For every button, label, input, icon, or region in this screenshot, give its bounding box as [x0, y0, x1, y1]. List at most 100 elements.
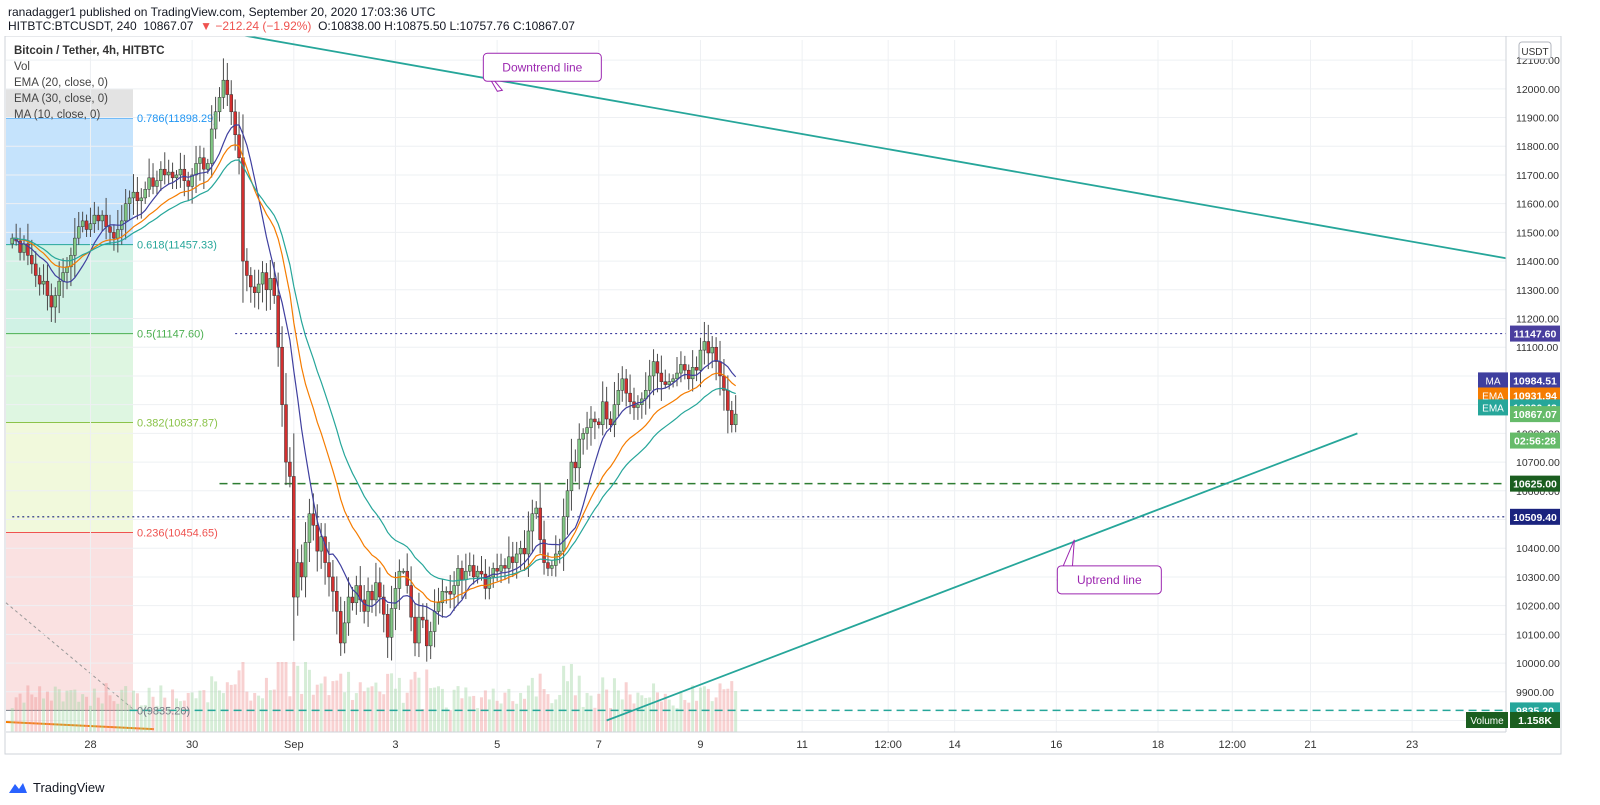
- volume-bar: [225, 682, 229, 732]
- footer-brand[interactable]: TradingView: [8, 780, 105, 795]
- candle-body-down: [378, 582, 382, 598]
- candle: [190, 168, 194, 204]
- candle-body-up: [569, 461, 574, 492]
- fibonacci-bands: [5, 88, 155, 731]
- candle-body-up: [550, 565, 554, 569]
- candle-body-down: [683, 364, 687, 371]
- y-tick-label: 10200.00: [1516, 601, 1560, 613]
- volume-bar: [112, 701, 116, 732]
- volume-bar: [45, 691, 49, 732]
- candle: [346, 577, 351, 636]
- candle-body-up: [452, 585, 456, 595]
- candle-body-up: [155, 180, 159, 187]
- volume-bar: [34, 697, 38, 732]
- volume-bar: [264, 677, 268, 732]
- candle: [256, 269, 261, 310]
- candle: [92, 201, 97, 233]
- candle: [366, 577, 370, 627]
- candle: [288, 447, 292, 488]
- volume-bar: [667, 699, 671, 732]
- volume-bar: [597, 693, 601, 732]
- volume-bar: [26, 685, 30, 732]
- volume-bar: [210, 676, 214, 732]
- volume-bar: [628, 694, 632, 732]
- currency-tag-label: USDT: [1521, 47, 1548, 58]
- candle-body-up: [690, 367, 695, 380]
- candle: [252, 269, 257, 308]
- candle-body-up: [679, 364, 683, 374]
- legend-ema30: EMA (30, close, 0): [14, 93, 108, 105]
- candle: [636, 395, 640, 420]
- candle: [131, 174, 136, 215]
- volume-bar: [632, 703, 636, 732]
- candle: [730, 400, 734, 433]
- candle-body-down: [413, 616, 417, 644]
- price-tag-box: [1510, 508, 1560, 525]
- volume-bar: [601, 677, 605, 732]
- candle-body-up: [487, 576, 492, 589]
- price-chart[interactable]: 0.786(11898.29) 0.618(11457.33) 0.5(11147.…: [0, 36, 1600, 776]
- candle: [166, 159, 171, 185]
- price-tag: 10509.40: [1510, 508, 1560, 525]
- candle: [237, 111, 241, 175]
- volume-bar: [374, 682, 378, 732]
- x-tick-label: 18: [1152, 739, 1164, 751]
- volume-bar: [409, 679, 413, 732]
- candle: [151, 163, 155, 195]
- candle-body-down: [495, 568, 499, 572]
- candle-body-down: [503, 565, 507, 569]
- volume-bar: [605, 689, 609, 732]
- volume-bar: [354, 693, 358, 732]
- volume-bar: [245, 691, 249, 732]
- volume-bar: [550, 703, 554, 732]
- candle: [147, 158, 151, 198]
- volume-bar: [511, 701, 515, 732]
- legend-ema20: EMA (20, close, 0): [14, 77, 108, 89]
- volume-bar: [452, 689, 456, 732]
- candle-body-down: [84, 220, 89, 230]
- volume-bar: [476, 708, 480, 732]
- ema30-line: [12, 159, 736, 582]
- candle: [522, 530, 527, 571]
- volume-bar: [546, 694, 550, 732]
- candle-body-down: [37, 275, 42, 285]
- price-change: −212.24 (−1.92%): [215, 19, 312, 33]
- candle: [569, 438, 574, 511]
- candle: [518, 540, 523, 571]
- volume-bar: [683, 699, 687, 732]
- candle-body-up: [397, 570, 402, 589]
- volume-bar: [612, 678, 616, 732]
- candle: [76, 211, 81, 245]
- x-tick-label: 3: [392, 739, 398, 751]
- candle: [374, 562, 378, 617]
- candle-body-up: [589, 418, 593, 428]
- candle-body-down: [327, 562, 331, 578]
- candle-body-up: [444, 591, 449, 593]
- candle-body-up: [456, 568, 460, 586]
- candle-body-down: [624, 378, 628, 394]
- candle: [319, 522, 323, 569]
- volume-bar: [421, 708, 425, 732]
- candle: [475, 565, 480, 584]
- volume-bar: [479, 697, 483, 732]
- candle-body-up: [53, 295, 58, 308]
- candle-body-down: [186, 180, 190, 187]
- price-tag-box: [1510, 325, 1560, 342]
- volume-bar: [350, 699, 354, 732]
- candle: [577, 423, 582, 490]
- volume-bar: [718, 683, 722, 732]
- candle: [260, 261, 265, 303]
- candle: [41, 264, 46, 295]
- price-tag-name: EMA: [1482, 391, 1504, 402]
- annotation-label: Uptrend line: [1077, 573, 1142, 587]
- candle: [487, 566, 492, 600]
- volume-bar: [65, 690, 69, 732]
- ma10-line: [12, 124, 737, 618]
- volume-bar: [710, 701, 714, 732]
- volume-bar: [566, 681, 570, 732]
- candle-body-up: [178, 168, 183, 176]
- candle: [159, 161, 163, 192]
- candle-body-up: [366, 591, 370, 612]
- candle-body-up: [499, 565, 503, 572]
- candle-body-up: [268, 278, 273, 291]
